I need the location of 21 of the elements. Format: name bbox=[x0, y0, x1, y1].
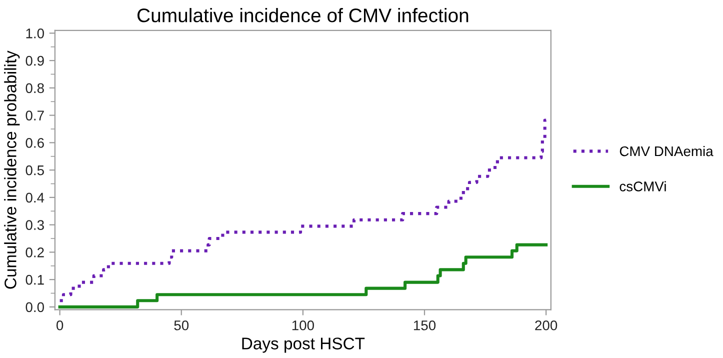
y-tick-label: 0.3 bbox=[26, 220, 44, 230]
x-axis-title: Days post HSCT bbox=[242, 338, 365, 353]
y-tick-label: 1.0 bbox=[26, 28, 44, 38]
y-tick-label: 0.4 bbox=[26, 192, 44, 203]
x-tick-label: 200 bbox=[535, 320, 558, 330]
chart-title: Cumulative incidence of CMV infection bbox=[137, 8, 468, 22]
y-tick-label: 0.8 bbox=[26, 83, 44, 94]
x-tick-label: 50 bbox=[174, 320, 189, 330]
legend-label: csCMVi bbox=[620, 181, 666, 192]
y-tick-label: 0.1 bbox=[26, 274, 44, 285]
y-tick-label: 0.6 bbox=[26, 138, 44, 148]
y-tick-label: 0.7 bbox=[26, 110, 44, 120]
y-tick-label: 0.9 bbox=[26, 56, 44, 66]
y-tick-label: 0.2 bbox=[26, 248, 44, 258]
x-tick-label: 100 bbox=[292, 320, 314, 330]
y-tick-label: 0.0 bbox=[26, 302, 44, 312]
y-tick-label: 0.5 bbox=[26, 165, 44, 176]
x-tick-label: 150 bbox=[414, 320, 436, 330]
x-tick-label: 0 bbox=[56, 320, 64, 330]
y-axis-title: Cumulative incidence probability bbox=[4, 50, 20, 289]
legend-label: CMV DNAemia bbox=[620, 146, 714, 156]
